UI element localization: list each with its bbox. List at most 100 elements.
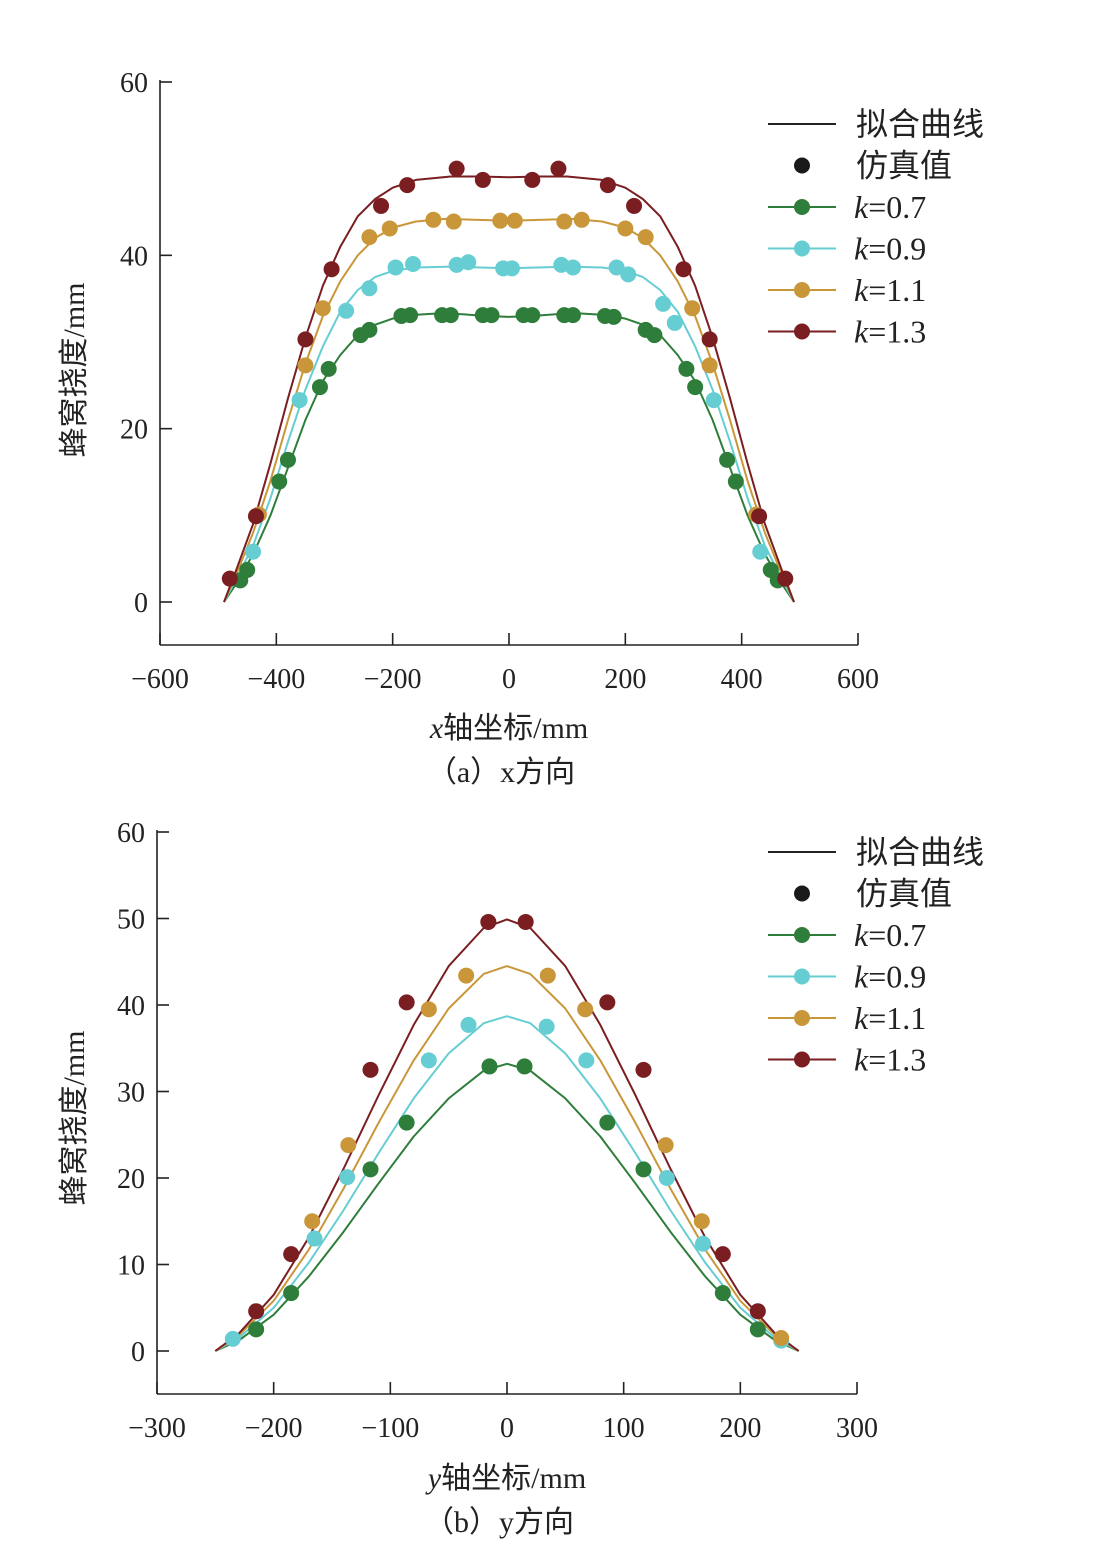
sim-point-k=1.3 <box>626 197 643 214</box>
sim-point-k=0.9 <box>291 392 308 409</box>
legend-sim-label: 仿真值 <box>856 876 952 912</box>
sim-point-k=0.9 <box>608 259 625 276</box>
sim-point-k=1.3 <box>248 1303 265 1320</box>
y-tick-label: 40 <box>120 241 148 272</box>
x-axis-title-variable: y <box>425 1462 442 1495</box>
sim-point-k=0.9 <box>752 543 769 560</box>
sim-point-k=0.7 <box>599 1114 616 1131</box>
y-tick-label: 20 <box>117 1164 145 1195</box>
legend-series-marker <box>794 1010 810 1026</box>
sim-point-k=1.3 <box>398 994 415 1011</box>
sim-point-k=1.3 <box>448 160 465 177</box>
x-axis-title-text: 轴坐标/mm <box>443 712 588 745</box>
x-axis-title-text: 轴坐标/mm <box>441 1462 586 1495</box>
sim-point-k=1.1 <box>637 229 654 246</box>
sim-point-k=0.7 <box>248 1321 265 1338</box>
sim-point-k=1.1 <box>445 213 462 230</box>
sim-point-k=0.7 <box>635 1161 652 1178</box>
sim-point-k=0.7 <box>678 360 695 377</box>
legend-series-label: k=0.7 <box>854 189 926 225</box>
sim-point-k=0.7 <box>398 1114 415 1131</box>
sim-point-k=0.9 <box>306 1230 323 1247</box>
sim-point-k=1.3 <box>749 1303 766 1320</box>
x-tick-label: 600 <box>837 664 879 695</box>
sim-point-k=1.1 <box>539 967 556 984</box>
sim-point-k=0.9 <box>695 1235 711 1252</box>
sim-point-k=1.3 <box>751 508 768 525</box>
sim-point-k=1.1 <box>684 300 701 317</box>
sim-point-k=1.1 <box>773 1330 790 1347</box>
legend-series-label: k=0.7 <box>854 917 926 953</box>
sim-point-k=1.1 <box>573 211 590 228</box>
x-tick-label: 100 <box>603 1413 645 1444</box>
sim-point-k=1.3 <box>701 331 718 348</box>
sim-point-k=0.7 <box>320 360 337 377</box>
sim-point-k=1.1 <box>693 1213 710 1230</box>
sim-point-k=1.3 <box>635 1061 652 1078</box>
sim-point-k=0.9 <box>339 1169 356 1186</box>
sim-point-k=1.1 <box>701 357 718 374</box>
y-tick-label: 0 <box>131 1337 145 1368</box>
sim-point-k=1.1 <box>340 1137 357 1154</box>
sim-point-k=0.7 <box>361 321 378 338</box>
sim-point-k=0.7 <box>687 379 704 396</box>
legend-series-marker <box>794 282 810 298</box>
sim-point-k=0.7 <box>749 1321 766 1338</box>
sim-point-k=0.9 <box>460 254 477 271</box>
sim-point-k=1.1 <box>361 229 378 246</box>
sim-point-k=0.7 <box>646 327 663 344</box>
x-axis-title: y轴坐标/mm <box>425 1462 586 1495</box>
legend-series-label: k=0.9 <box>854 231 926 267</box>
sim-point-k=1.3 <box>675 261 692 278</box>
y-tick-label: 0 <box>134 588 148 619</box>
sim-point-k=0.9 <box>658 1170 675 1186</box>
legend-sim-marker <box>794 157 810 174</box>
x-tick-label: 0 <box>502 664 516 695</box>
sim-point-k=0.9 <box>361 280 378 297</box>
sim-point-k=1.3 <box>283 1246 300 1263</box>
sim-point-k=0.7 <box>239 561 256 578</box>
sim-point-k=0.9 <box>503 260 520 277</box>
sim-point-k=0.9 <box>620 266 637 283</box>
sim-point-k=1.3 <box>221 570 238 587</box>
sim-point-k=0.7 <box>311 379 328 396</box>
x-tick-label: 200 <box>719 1413 761 1444</box>
legend-series-label: k=1.1 <box>854 272 926 308</box>
x-axis-title-variable: x <box>429 712 444 745</box>
sim-point-k=1.1 <box>657 1137 674 1154</box>
y-tick-label: 20 <box>120 415 148 446</box>
sim-point-k=1.1 <box>425 211 442 228</box>
chart-panel-a: 0 20 40 60 −600 −400 −200 0 200 400 600 蜂窝挠度/mm x轴坐标… <box>58 68 984 789</box>
legend-sim-marker <box>794 885 810 902</box>
sim-point-k=1.1 <box>577 1001 594 1018</box>
x-axis-title: x轴坐标/mm <box>429 712 588 745</box>
sim-point-k=1.3 <box>599 994 616 1011</box>
legend-series-marker <box>794 968 810 985</box>
sim-point-k=0.7 <box>483 307 500 324</box>
sim-point-k=0.7 <box>564 307 581 324</box>
legend-series-label: k=0.9 <box>854 959 926 995</box>
sim-point-k=0.9 <box>564 259 581 276</box>
figure-caption: （a）x方向 <box>427 756 575 789</box>
y-tick-label: 40 <box>117 991 145 1022</box>
sim-point-k=1.1 <box>556 213 573 230</box>
sim-point-k=0.9 <box>245 543 262 560</box>
legend-sim-label: 仿真值 <box>856 148 952 184</box>
chart-panel-b: 0 10 20 30 40 50 60 −300 −200 −100 0 100 200 300 蜂窝挠度/… <box>58 818 984 1539</box>
y-tick-label: 50 <box>117 905 145 936</box>
sim-point-k=0.7 <box>271 473 288 490</box>
sim-point-k=0.7 <box>481 1058 498 1075</box>
sim-point-k=1.1 <box>314 300 331 317</box>
sim-point-k=1.1 <box>506 212 523 229</box>
sim-point-k=1.1 <box>492 212 509 229</box>
legend-series-marker <box>794 240 810 257</box>
sim-point-k=1.3 <box>297 331 314 348</box>
sim-point-k=0.9 <box>666 314 683 331</box>
sim-point-k=0.9 <box>655 295 672 312</box>
x-tick-label: −100 <box>361 1413 419 1444</box>
sim-point-k=0.7 <box>442 307 459 324</box>
x-tick-label: −600 <box>131 664 189 695</box>
